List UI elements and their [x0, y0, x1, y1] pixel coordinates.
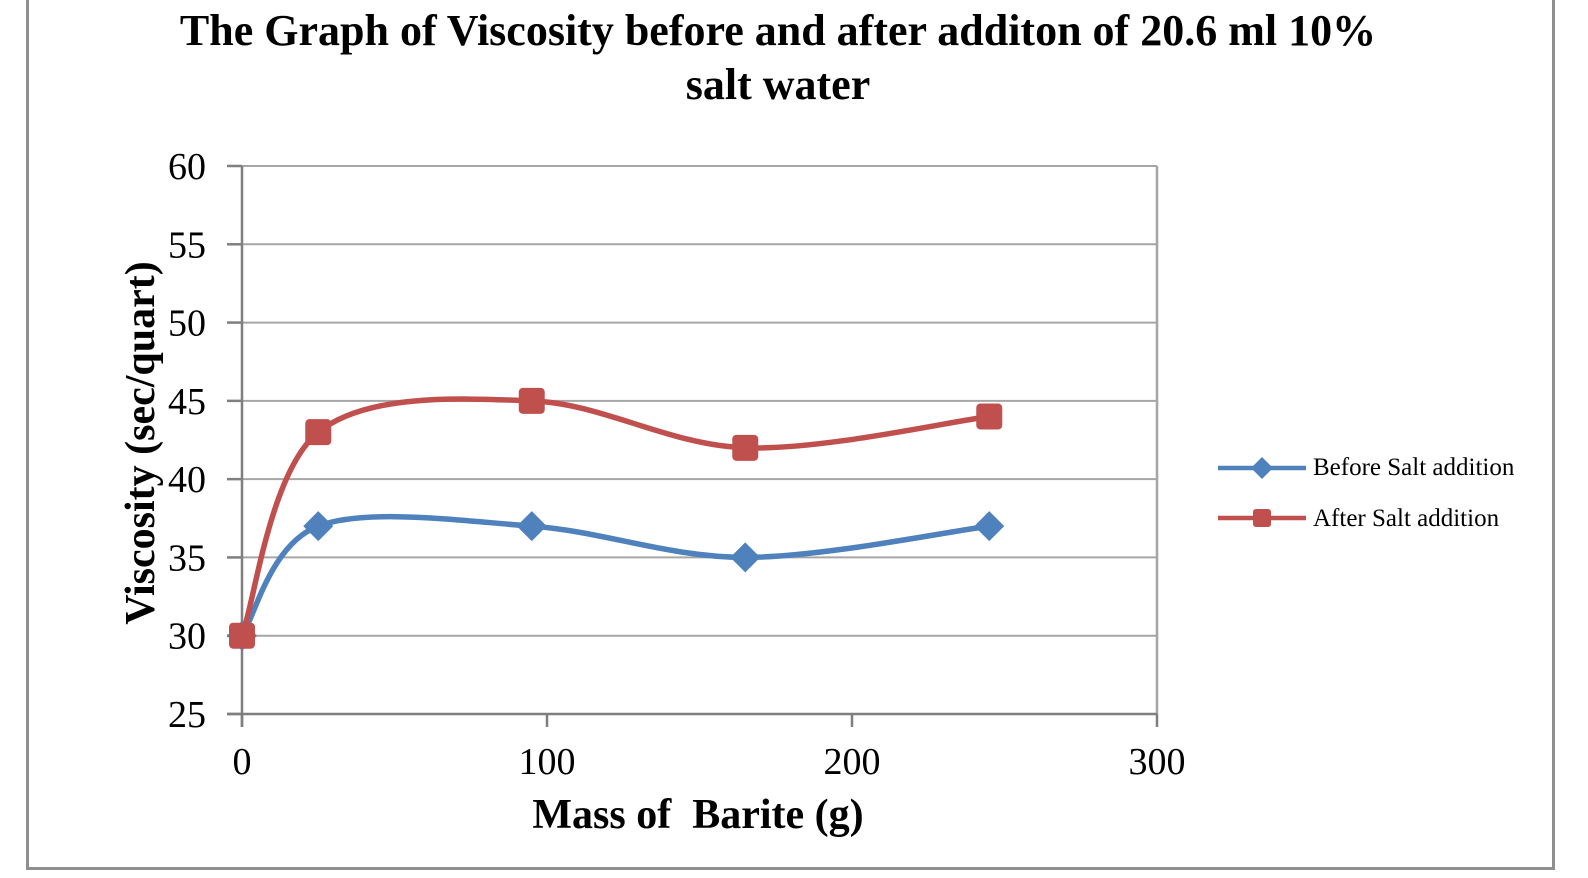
y-tick-label-40: 40 — [168, 459, 206, 501]
series-1-marker-1 — [305, 419, 332, 446]
legend-marker-1 — [1253, 509, 1271, 527]
series-1-marker-2 — [518, 387, 545, 414]
y-tick-label-30: 30 — [168, 616, 206, 658]
y-tick-label-60: 60 — [168, 146, 206, 188]
chart-frame — [26, 0, 1555, 870]
chart-title: The Graph of Viscosity before and after … — [0, 4, 1556, 112]
series-1-marker-4 — [976, 403, 1003, 430]
series-0-marker-2 — [516, 511, 547, 542]
legend-label-after-salt: After Salt addition — [1313, 505, 1500, 532]
legend-marker-0 — [1251, 457, 1273, 479]
y-tick-label-35: 35 — [168, 537, 206, 579]
series-0-marker-1 — [303, 511, 334, 542]
y-axis-title: Viscosity (sec/quart) — [118, 261, 164, 625]
chart-title-line-2: salt water — [685, 60, 871, 109]
series-1-marker-0 — [229, 622, 255, 649]
y-tick-label-45: 45 — [168, 381, 206, 423]
y-tick-label-55: 55 — [168, 224, 206, 266]
x-tick-label-100: 100 — [519, 741, 576, 783]
legend-label-before-salt: Before Salt addition — [1313, 454, 1515, 481]
x-tick-label-200: 200 — [824, 741, 881, 783]
y-tick-label-50: 50 — [168, 303, 206, 345]
x-tick-label-0: 0 — [233, 741, 252, 783]
series-line-0 — [239, 513, 993, 639]
series-0-marker-4 — [974, 511, 1005, 542]
y-tick-label-25: 25 — [168, 694, 206, 736]
x-axis-title: Mass of Barite (g) — [532, 792, 864, 838]
x-tick-label-300: 300 — [1129, 741, 1186, 783]
series-1-marker-3 — [732, 434, 759, 461]
series-0-marker-3 — [730, 542, 761, 573]
chart-title-line-1: The Graph of Viscosity before and after … — [179, 6, 1377, 55]
